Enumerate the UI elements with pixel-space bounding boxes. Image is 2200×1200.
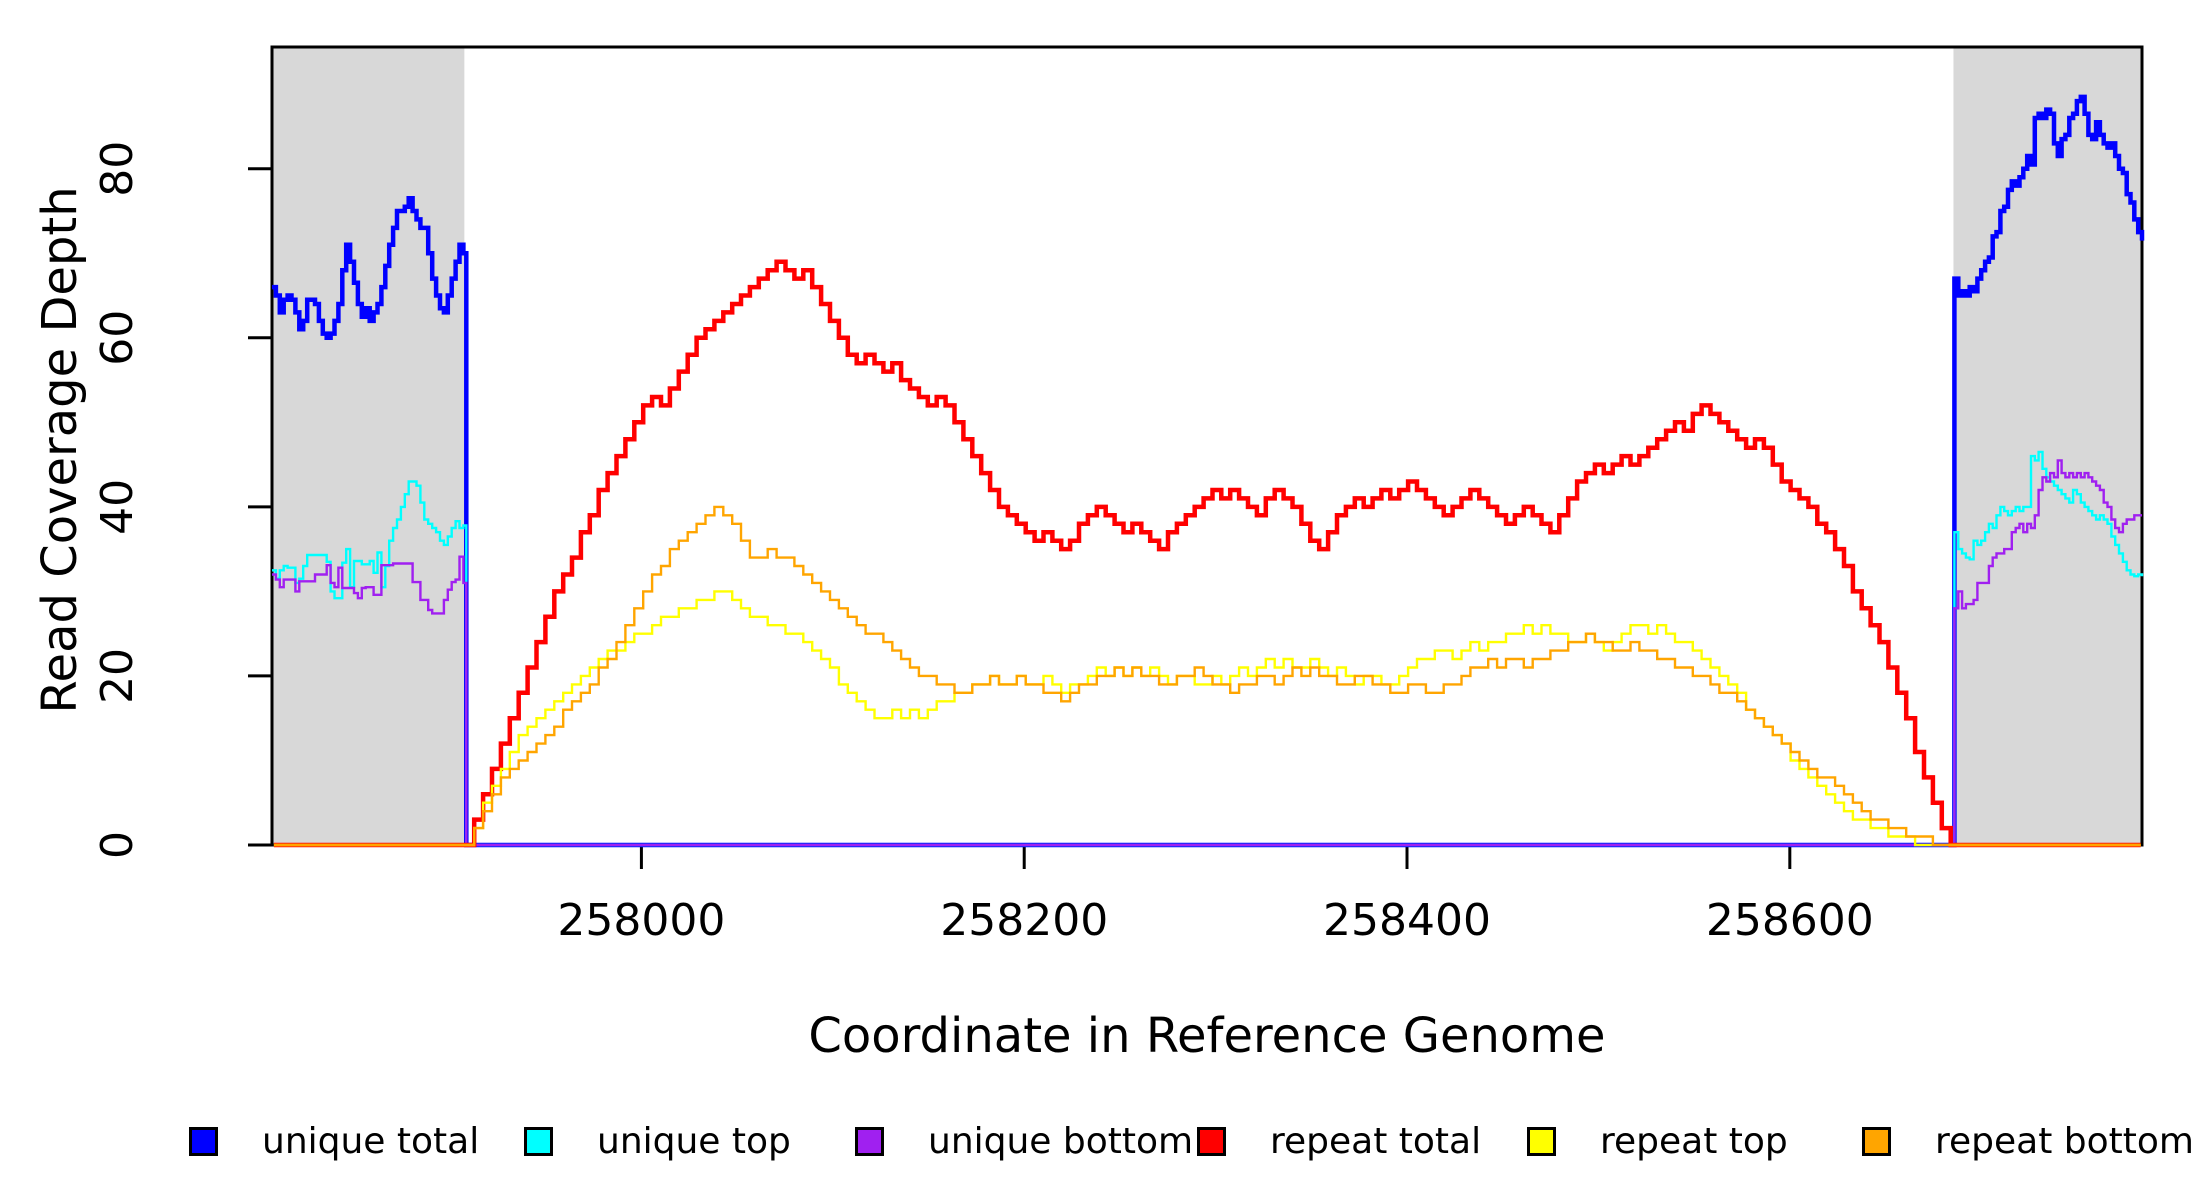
series-unique-total [272,94,2145,848]
series-repeat-bottom [273,505,2141,847]
x-axis-tick-label: 258600 [1706,895,1874,946]
shaded-region [1953,47,2142,845]
x-axis-tick-label: 258400 [1323,895,1491,946]
y-axis-tick-label: 0 [92,831,143,859]
y-axis-tick-label: 20 [92,648,143,704]
series-unique-top [272,450,2144,847]
legend-swatch-unique-total [189,1126,218,1156]
legend-item-repeat-bottom: repeat bottom [1862,1118,2194,1164]
series-repeat-top [273,590,2141,847]
legend-item-unique-bottom: unique bottom [855,1118,1193,1164]
legend-label: unique top [597,1120,791,1162]
legend-swatch-unique-top [524,1126,553,1156]
series-repeat-total [273,259,2141,848]
plot-box [270,45,2144,847]
y-axis-title-wrap: Read Coverage Depth [30,150,90,750]
legend-label: unique total [262,1120,480,1162]
legend: unique total unique top unique bottom repea… [0,1118,2200,1168]
y-axis-tick-label: 80 [92,141,143,197]
y-axis-tick-label: 40 [92,479,143,535]
legend-label: repeat bottom [1935,1120,2194,1162]
legend-label: unique bottom [928,1120,1194,1162]
legend-item-unique-total: unique total [189,1118,479,1164]
legend-swatch-repeat-bottom [1862,1126,1891,1156]
y-axis-tick-label: 60 [92,310,143,366]
legend-item-repeat-total: repeat total [1197,1118,1481,1164]
x-axis-tick-label: 258200 [940,895,1108,946]
series-unique-bottom [272,459,2142,847]
x-axis-title: Coordinate in Reference Genome [808,1008,1606,1064]
legend-swatch-repeat-top [1527,1126,1556,1156]
legend-swatch-unique-bottom [855,1126,884,1156]
legend-item-unique-top: unique top [524,1118,791,1164]
legend-item-repeat-top: repeat top [1527,1118,1788,1164]
shaded-region [272,47,465,845]
legend-label: repeat top [1600,1120,1788,1162]
x-axis-tick-label: 258000 [557,895,725,946]
y-axis-title: Read Coverage Depth [32,186,88,714]
legend-swatch-repeat-total [1197,1126,1226,1156]
legend-label: repeat total [1270,1120,1482,1162]
